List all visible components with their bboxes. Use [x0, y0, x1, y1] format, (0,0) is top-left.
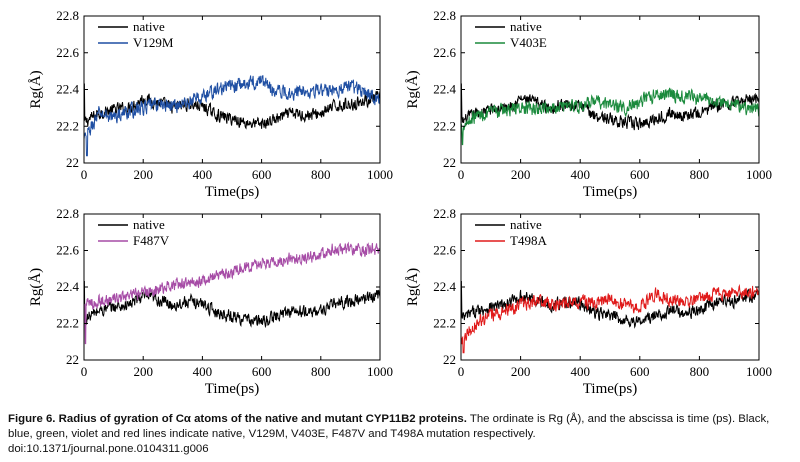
y-tick-label: 22.2	[433, 316, 456, 331]
y-tick-label: 22.6	[433, 243, 456, 258]
y-tick-label: 22	[66, 155, 79, 170]
x-tick-label: 200	[511, 167, 531, 182]
y-tick-label: 22.8	[433, 206, 456, 221]
x-tick-label: 800	[690, 167, 710, 182]
y-tick-label: 22.4	[56, 279, 79, 294]
y-axis-label: Rg(Å)	[405, 268, 421, 306]
series-line-native	[83, 83, 381, 130]
x-tick-label: 1000	[746, 167, 772, 182]
legend-label: native	[133, 19, 165, 34]
y-axis-label: Rg(Å)	[28, 70, 44, 108]
y-tick-label: 22.4	[433, 82, 456, 97]
x-tick-label: 0	[81, 167, 88, 182]
y-tick-label: 22	[443, 352, 456, 367]
chart-panel-1: 0 200 400 600 800 1000 22 22.2 22.4 22.6 22.8 Time(…	[28, 8, 393, 200]
x-tick-label: 0	[458, 364, 465, 379]
y-tick-label: 22.8	[56, 8, 79, 23]
series-line-v403e	[460, 87, 760, 146]
x-axis-label: Time(ps)	[583, 381, 637, 397]
series-line-native	[460, 83, 760, 131]
x-tick-label: 800	[311, 167, 331, 182]
legend-label: T498A	[510, 233, 547, 248]
x-tick-label: 0	[81, 364, 88, 379]
x-axis-label: Time(ps)	[205, 381, 259, 397]
x-tick-label: 400	[570, 364, 590, 379]
plot-frame	[83, 213, 381, 361]
y-tick-label: 22.8	[433, 8, 456, 23]
series-line-f487v	[83, 241, 381, 345]
x-tick-label: 200	[133, 364, 153, 379]
x-axis-label: Time(ps)	[583, 184, 637, 200]
plot-frame	[460, 213, 760, 361]
figure-caption: Figure 6. Radius of gyration of Cα atoms…	[8, 412, 794, 457]
y-tick-label: 22.2	[56, 118, 79, 133]
x-tick-label: 1000	[746, 364, 772, 379]
y-tick-label: 22.6	[433, 45, 456, 60]
legend-label: F487V	[133, 233, 170, 248]
chart-panel-3: 0 200 400 600 800 1000 22 22.2 22.4 22.6 22.8 Time(…	[28, 206, 393, 397]
x-tick-label: 1000	[367, 364, 393, 379]
y-tick-label: 22	[66, 352, 79, 367]
plot-frame	[460, 15, 760, 164]
y-tick-label: 22.2	[56, 316, 79, 331]
chart-panel-2: 0 200 400 600 800 1000 22 22.2 22.4 22.6 22.8 Time(…	[405, 8, 772, 200]
legend-label: V129M	[133, 35, 174, 50]
y-axis-label: Rg(Å)	[405, 70, 421, 108]
chart-panel-4: 0 200 400 600 800 1000 22 22.2 22.4 22.6 22.8 Time(…	[405, 206, 772, 397]
x-tick-label: 1000	[367, 167, 393, 182]
figure-panels: 0 200 400 600 800 1000 22 22.2 22.4 22.6 22.8 Time(…	[28, 8, 772, 397]
y-tick-label: 22.2	[433, 118, 456, 133]
y-tick-label: 22.6	[56, 243, 79, 258]
y-tick-label: 22	[443, 155, 456, 170]
x-tick-label: 0	[458, 167, 465, 182]
caption-doi: doi:10.1371/journal.pone.0104311.g006	[8, 443, 209, 455]
caption-title: Figure 6. Radius of gyration of Cα atoms…	[8, 413, 467, 425]
x-tick-label: 600	[252, 364, 272, 379]
x-tick-label: 800	[690, 364, 710, 379]
series-line-t498a	[460, 283, 760, 354]
x-tick-label: 600	[630, 167, 650, 182]
caption-body: The ordinate is Rg (Å), and the abscissa…	[8, 413, 770, 440]
y-axis-label: Rg(Å)	[28, 268, 44, 306]
legend-label: V403E	[510, 35, 547, 50]
x-tick-label: 800	[311, 364, 331, 379]
y-tick-label: 22.4	[433, 279, 456, 294]
x-tick-label: 600	[630, 364, 650, 379]
series-line-v129m	[83, 75, 381, 157]
x-tick-label: 600	[252, 167, 272, 182]
x-tick-label: 200	[511, 364, 531, 379]
x-tick-label: 200	[133, 167, 153, 182]
y-tick-label: 22.4	[56, 82, 79, 97]
x-tick-label: 400	[570, 167, 590, 182]
series-line-native	[460, 281, 760, 329]
x-tick-label: 400	[193, 364, 213, 379]
legend-label: native	[510, 217, 542, 232]
series-line-native	[83, 281, 381, 329]
y-tick-label: 22.8	[56, 206, 79, 221]
x-tick-label: 400	[193, 167, 213, 182]
x-axis-label: Time(ps)	[205, 184, 259, 200]
y-tick-label: 22.6	[56, 45, 79, 60]
legend-label: native	[510, 19, 542, 34]
legend-label: native	[133, 217, 165, 232]
